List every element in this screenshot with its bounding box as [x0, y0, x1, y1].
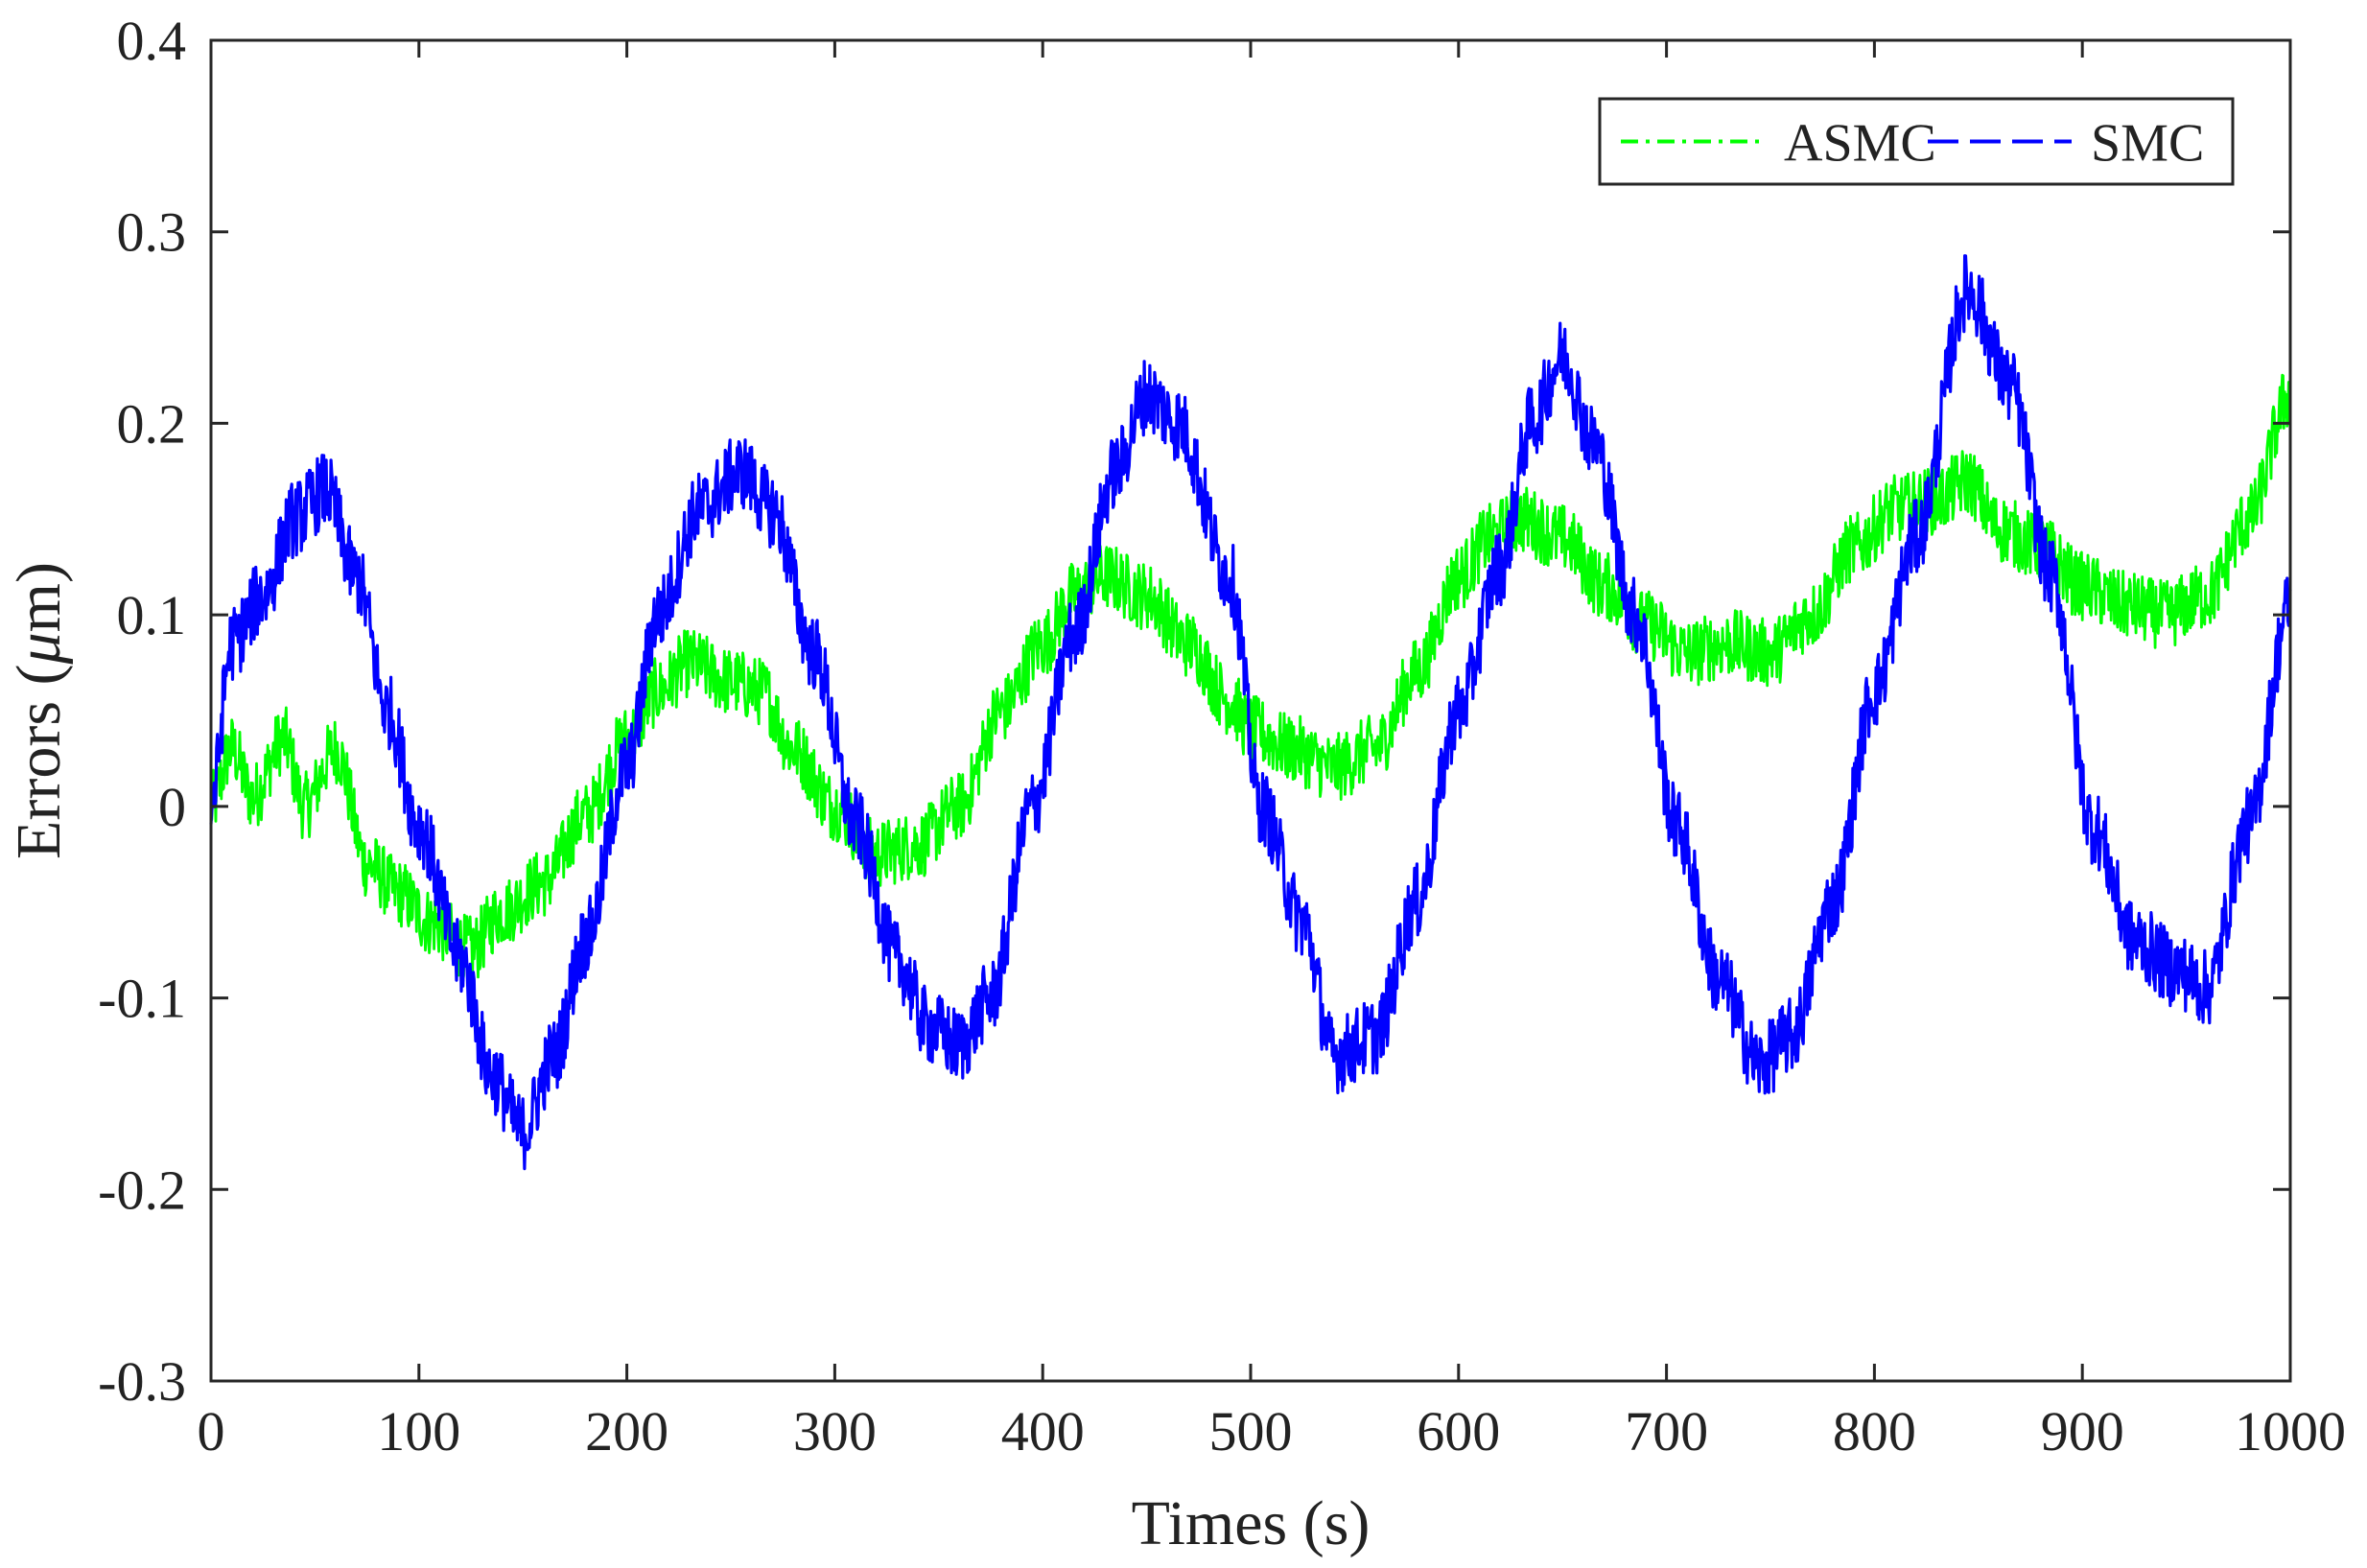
x-tick-label: 200	[585, 1400, 668, 1463]
x-tick-label: 100	[377, 1400, 460, 1463]
x-tick-label: 400	[1001, 1400, 1085, 1463]
x-tick-label: 600	[1417, 1400, 1500, 1463]
y-axis-label-mu: μ	[4, 632, 74, 665]
y-tick-label: -0.2	[98, 1158, 186, 1221]
x-tick-label: 300	[793, 1400, 877, 1463]
y-axis-label-main: Errors (	[4, 665, 74, 859]
y-tick-label: 0	[158, 776, 186, 838]
series-line-asmc	[209, 373, 2292, 983]
x-axis-label: Times (s)	[1132, 1488, 1371, 1558]
y-tick-label: 0.1	[117, 584, 187, 646]
x-tick-label: 700	[1625, 1400, 1708, 1463]
y-axis-label: Errors (μm)	[4, 562, 74, 859]
y-tick-label: -0.3	[98, 1350, 186, 1413]
x-tick-label: 1000	[2235, 1400, 2346, 1463]
y-axis-label-unit: m)	[4, 562, 74, 632]
y-tick-label: 0.4	[117, 10, 187, 72]
y-tick-label: 0.2	[117, 392, 187, 455]
ticks-layer: 0 100 200 300 400 500 600 700 800 900 1000 -0.3 -0.2…	[98, 10, 2346, 1463]
x-tick-label: 500	[1209, 1400, 1293, 1463]
x-tick-label: 900	[2041, 1400, 2124, 1463]
legend-label-smc: SMC	[2091, 114, 2204, 174]
series-layer	[209, 254, 2292, 1171]
y-tick-label: -0.1	[98, 968, 186, 1030]
legend: ASMC SMC	[1598, 97, 2235, 186]
legend-label-asmc: ASMC	[1784, 114, 1936, 174]
x-tick-label: 800	[1833, 1400, 1916, 1463]
series-line-smc	[209, 254, 2292, 1171]
y-tick-label: 0.3	[117, 201, 187, 264]
x-tick-label: 0	[198, 1400, 225, 1463]
